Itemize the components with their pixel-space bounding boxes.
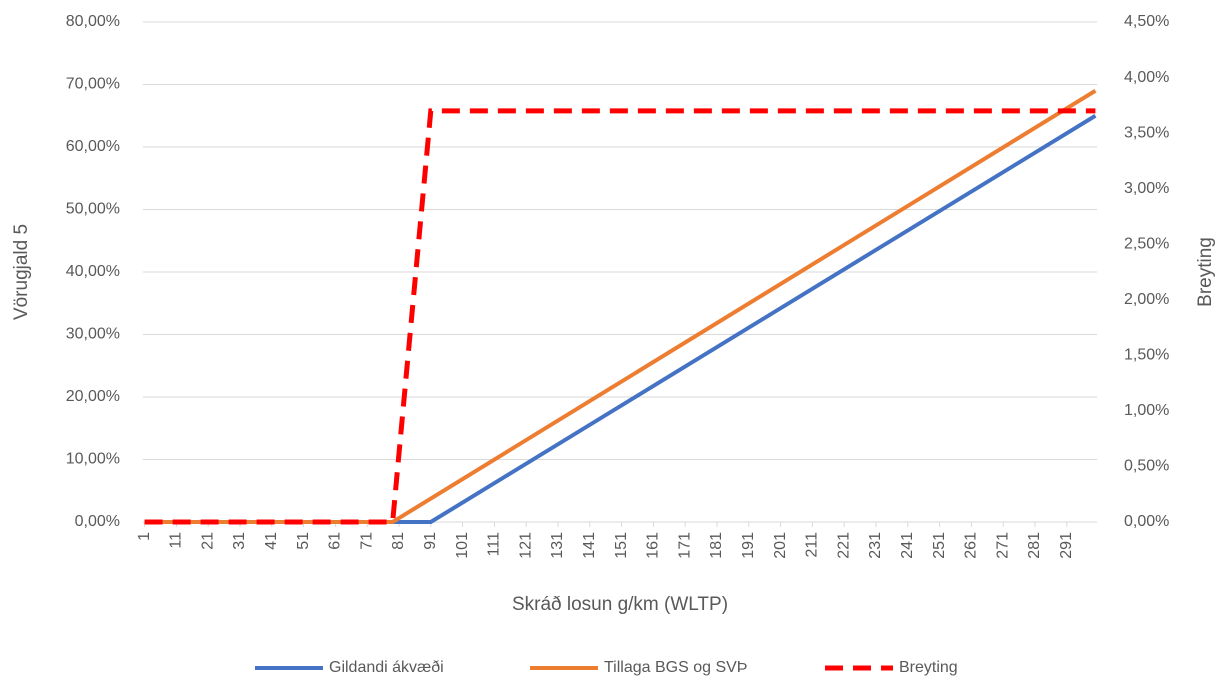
- x-tick-label: 261: [963, 532, 980, 559]
- legend-label: Gildandi ákvæði: [329, 659, 444, 676]
- x-tick-label: 111: [486, 532, 503, 556]
- y2-tick-label: 4,50%: [1124, 13, 1169, 30]
- y-tick-label: 80,00%: [66, 13, 120, 30]
- y-tick-label: 10,00%: [66, 451, 120, 468]
- x-tick-label: 131: [549, 532, 566, 559]
- y-tick-label: 60,00%: [66, 138, 120, 155]
- x-tick-label: 101: [454, 532, 471, 559]
- x-tick-label: 31: [231, 532, 248, 550]
- x-tick-label: 81: [390, 532, 407, 550]
- x-tick-label: 181: [708, 532, 725, 559]
- y2-tick-label: 0,00%: [1124, 513, 1169, 530]
- x-tick-label: 1: [136, 532, 153, 541]
- x-tick-label: 161: [645, 532, 662, 559]
- y-tick-label: 40,00%: [66, 263, 120, 280]
- legend-label: Breyting: [899, 659, 958, 676]
- x-tick-label: 191: [740, 532, 757, 559]
- y-tick-label: 20,00%: [66, 388, 120, 405]
- y2-tick-label: 3,50%: [1124, 124, 1169, 141]
- x-tick-label: 151: [613, 532, 630, 559]
- x-axis-title: Skráð losun g/km (WLTP): [512, 594, 728, 615]
- y2-tick-label: 2,50%: [1124, 235, 1169, 252]
- series-line: [144, 108, 1096, 525]
- y-axis-title: Vörugjald 5: [11, 224, 32, 320]
- x-tick-label: 201: [772, 532, 789, 559]
- x-tick-label: 291: [1058, 532, 1075, 559]
- x-tick-label: 271: [994, 532, 1011, 559]
- y2-tick-label: 2,00%: [1124, 291, 1169, 308]
- x-tick-label: 241: [899, 532, 916, 559]
- x-tick-label: 221: [835, 532, 852, 559]
- x-tick-label: 41: [263, 532, 280, 550]
- x-tick-label: 121: [517, 532, 534, 559]
- y-tick-label: 0,00%: [75, 513, 120, 530]
- y-tick-label: 70,00%: [66, 76, 120, 93]
- x-tick-label: 231: [867, 532, 884, 559]
- x-tick-label: 61: [327, 532, 344, 550]
- x-tick-label: 11: [168, 532, 185, 549]
- x-tick-label: 91: [422, 532, 439, 550]
- x-tick-label: 21: [199, 532, 216, 550]
- x-tick-label: 71: [358, 532, 375, 550]
- y2-tick-label: 3,00%: [1124, 180, 1169, 197]
- y2-tick-label: 1,00%: [1124, 402, 1169, 419]
- x-tick-label: 281: [1026, 532, 1043, 559]
- x-tick-label: 141: [581, 532, 598, 559]
- x-tick-label: 171: [676, 532, 693, 559]
- series-line: [144, 89, 1097, 524]
- y2-tick-label: 1,50%: [1124, 347, 1169, 364]
- y2-axis-title: Breyting: [1195, 237, 1216, 307]
- y-tick-label: 30,00%: [66, 326, 120, 343]
- x-tick-label: 51: [295, 532, 312, 550]
- y2-tick-label: 0,50%: [1124, 458, 1169, 475]
- legend-label: Tillaga BGS og SVÞ: [604, 659, 747, 676]
- x-tick-label: 211: [804, 532, 821, 558]
- y2-tick-label: 4,00%: [1124, 69, 1169, 86]
- x-tick-label: 251: [931, 532, 948, 559]
- y-tick-label: 50,00%: [66, 201, 120, 218]
